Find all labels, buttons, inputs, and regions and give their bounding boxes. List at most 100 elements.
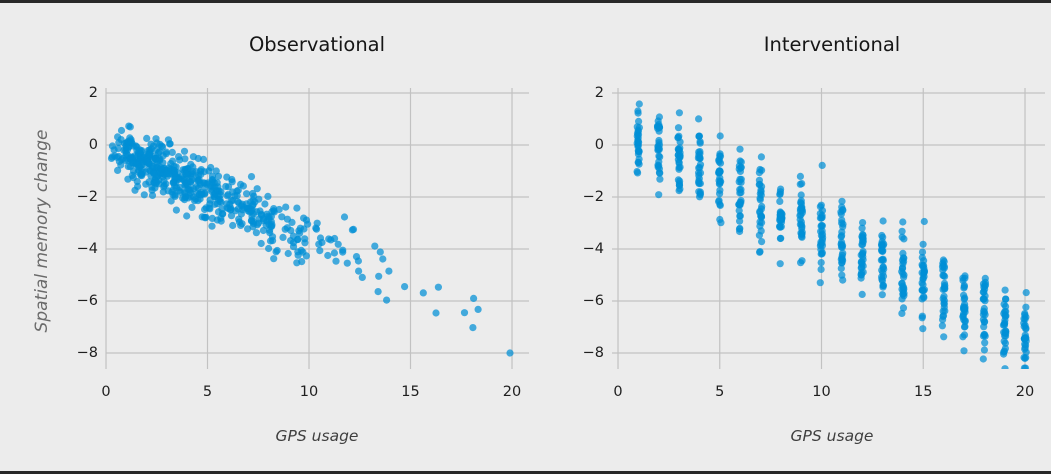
scatter-point	[736, 217, 744, 225]
scatter-point	[339, 246, 347, 254]
scatter-point	[143, 134, 151, 142]
scatter-point	[798, 203, 806, 211]
scatter-point	[180, 147, 189, 155]
scatter-point	[164, 187, 172, 195]
scatter-point	[331, 234, 339, 243]
scatter-point	[208, 172, 217, 180]
scatter-point	[1022, 303, 1030, 311]
scatter-point	[839, 276, 847, 284]
scatter-point	[375, 272, 383, 280]
y-tick-label: 2	[594, 85, 604, 101]
scatter-point	[253, 185, 261, 193]
scatter-point	[818, 213, 826, 221]
scatter-point	[235, 218, 243, 226]
scatter-point	[1002, 327, 1010, 335]
scatter-point	[131, 186, 139, 194]
scatter-point	[150, 170, 158, 178]
scatter-point	[635, 100, 643, 108]
scatter-point	[796, 172, 805, 180]
scatter-point	[272, 248, 280, 256]
scatter-point	[879, 263, 887, 271]
scatter-point	[675, 109, 684, 117]
scatter-point	[142, 168, 150, 176]
scatter-point	[283, 215, 291, 223]
scatter-point	[857, 271, 866, 279]
scatter-point	[758, 238, 766, 246]
scatter-point	[214, 172, 223, 180]
scatter-point	[175, 153, 183, 161]
scatter-point	[238, 206, 247, 214]
scatter-point	[228, 178, 236, 186]
scatter-point	[879, 281, 887, 289]
scatter-point	[919, 325, 927, 333]
scatter-point	[939, 295, 947, 303]
x-tick-label: 20	[502, 384, 522, 400]
x-tick-label: 5	[202, 384, 213, 400]
scatter-point	[107, 154, 116, 162]
scatter-point	[696, 154, 704, 163]
scatter-point	[635, 117, 643, 125]
scatter-point	[355, 267, 363, 275]
scatter-point	[246, 198, 255, 206]
scatter-point	[900, 289, 908, 297]
scatter-point	[124, 175, 132, 183]
scatter-point	[252, 229, 260, 237]
scatter-point	[797, 218, 806, 226]
scatter-point	[330, 249, 338, 257]
scatter-point	[151, 155, 160, 163]
scatter-point	[981, 278, 990, 286]
scatter-points-observational	[107, 122, 514, 357]
scatter-point	[227, 206, 235, 214]
scatter-point	[859, 247, 867, 256]
scatter-point	[460, 309, 469, 317]
scatter-point	[196, 167, 205, 175]
scatter-point	[818, 161, 826, 169]
scatter-point	[817, 227, 825, 235]
scatter-point	[270, 255, 278, 263]
scatter-point	[776, 234, 785, 243]
scatter-point	[432, 309, 440, 317]
scatter-point	[899, 249, 907, 257]
scatter-point	[675, 181, 684, 189]
scatter-point	[859, 235, 867, 243]
y-tick-label: −4	[582, 241, 604, 257]
scatter-point	[211, 183, 219, 191]
scatter-point	[635, 148, 643, 156]
scatter-point	[385, 267, 393, 275]
scatter-point	[163, 170, 171, 178]
scatter-point	[918, 253, 926, 262]
scatter-point	[419, 289, 427, 297]
scatter-point	[374, 288, 382, 296]
scatter-point	[358, 273, 366, 281]
scatter-point	[282, 203, 290, 211]
scatter-point	[117, 126, 126, 135]
scatter-point	[266, 226, 274, 234]
scatter-point	[210, 191, 218, 199]
scatter-point	[1000, 348, 1008, 356]
scatter-point	[898, 256, 907, 264]
scatter-point	[776, 223, 784, 231]
scatter-point	[818, 221, 826, 229]
scatter-point	[716, 215, 724, 224]
scatter-point	[148, 191, 157, 199]
plot-title-observational: Observational	[248, 33, 386, 56]
x-tick-label: 0	[101, 384, 111, 400]
scatter-point	[169, 191, 177, 199]
scatter-point	[216, 197, 224, 206]
scatter-point	[979, 355, 987, 363]
scatter-point	[312, 224, 320, 232]
scatter-point	[168, 148, 176, 156]
scatter-point	[114, 133, 122, 141]
scatter-point	[223, 173, 231, 181]
scatter-point	[506, 349, 514, 357]
scatter-point	[1022, 289, 1030, 297]
scatter-point	[143, 151, 151, 159]
scatter-point	[633, 168, 641, 176]
scatter-point	[695, 169, 703, 177]
scatter-point	[979, 288, 987, 296]
scatter-point	[798, 230, 806, 238]
scatter-point	[899, 218, 907, 226]
scatter-point	[233, 192, 241, 200]
scatter-point	[352, 253, 361, 261]
y-tick-label: −2	[582, 189, 604, 205]
